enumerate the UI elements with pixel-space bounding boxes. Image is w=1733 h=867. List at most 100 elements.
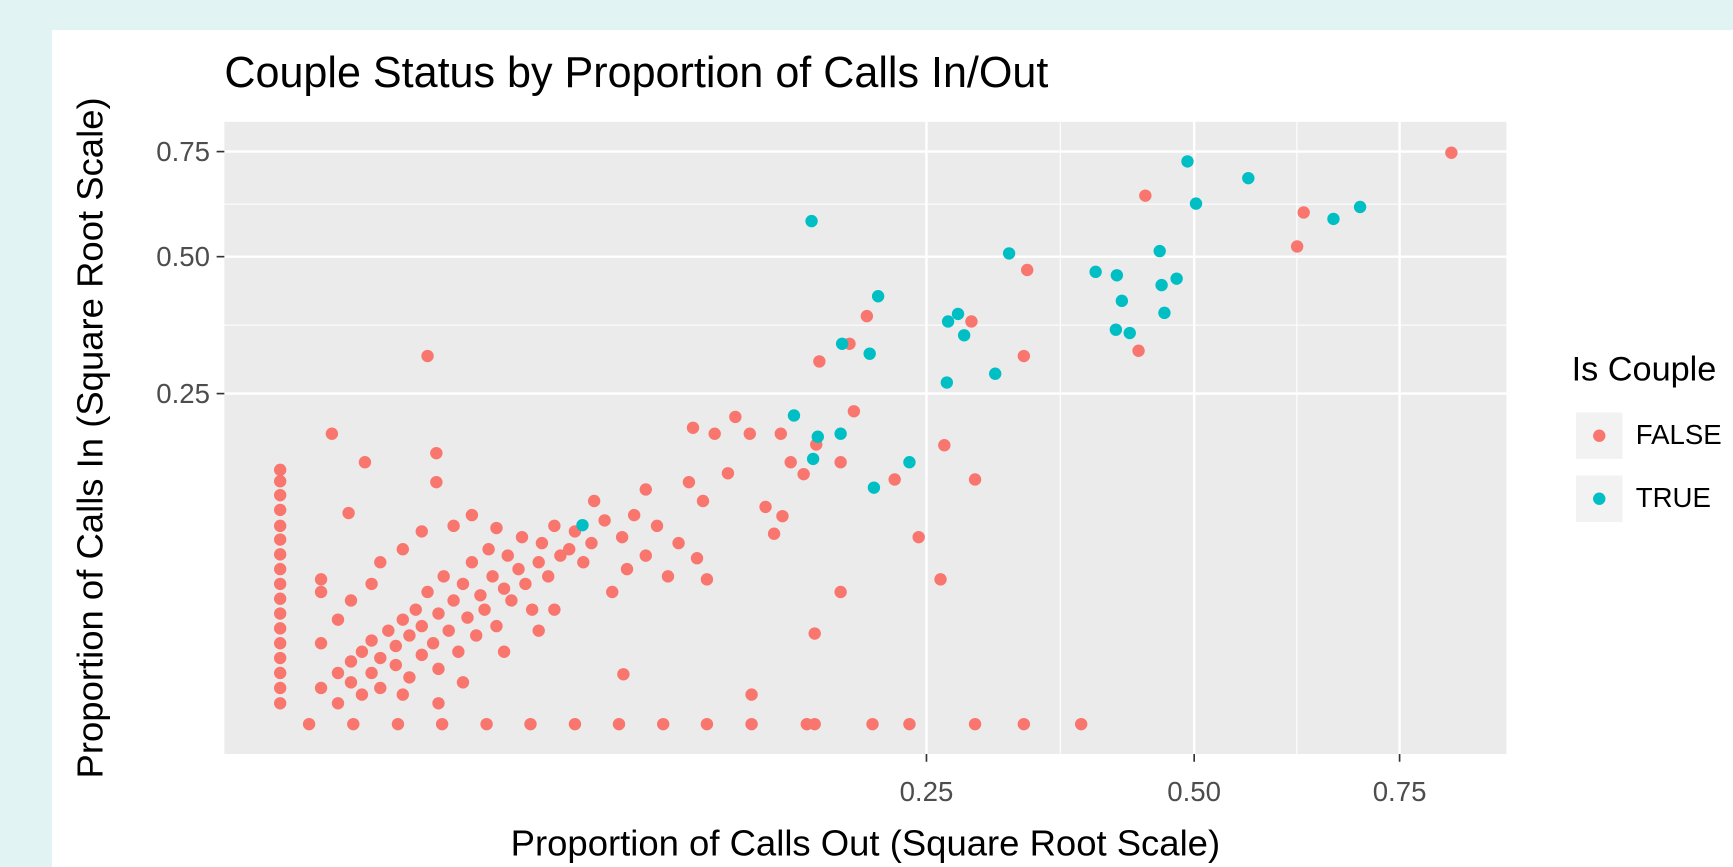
point [1139,189,1152,202]
point [456,676,470,689]
point [968,717,982,731]
chart-title: Couple Status by Proportion of Calls In/… [224,49,1048,97]
point [934,573,947,586]
point [273,463,287,477]
point [365,666,378,680]
point [273,681,287,695]
y-tick-label: 0.25 [156,378,210,409]
points [273,146,1458,731]
point [813,355,826,368]
plot-panel [224,121,1507,755]
point [965,315,978,328]
point [661,570,675,583]
point [686,421,700,434]
point [656,717,670,731]
point [548,603,561,616]
point [396,688,409,701]
point [325,427,339,440]
y-tick-label: 0.75 [156,136,210,167]
point [525,603,539,616]
point [682,475,696,489]
point [615,530,629,544]
point [1002,247,1016,260]
x-axis-title: Proportion of Calls Out (Square Root Sca… [511,822,1220,863]
point [903,717,916,731]
y-tick-label: 0.50 [156,241,210,272]
point [314,681,328,695]
point [1290,240,1304,253]
point [834,456,847,469]
point [776,509,789,523]
point [331,697,345,710]
point [548,519,561,533]
legend-marker [1593,429,1606,442]
x-tick-label: 0.25 [900,776,954,807]
point [888,473,901,486]
legend-label: TRUE [1636,482,1711,513]
point [465,556,479,569]
y-axis-title: Proportion of Calls In (Square Root Scal… [69,97,110,778]
point [585,536,598,550]
point [465,508,479,522]
point [470,629,483,642]
point [617,668,630,681]
point [447,594,460,607]
point [650,519,664,533]
point [577,556,590,569]
point [442,624,455,637]
point [1242,171,1255,185]
point [314,637,328,650]
point [708,427,721,440]
point [805,214,818,228]
point [903,456,916,469]
point [389,658,402,672]
point [456,577,470,591]
point [501,549,514,562]
point [512,562,525,576]
point [515,530,529,544]
point [273,519,287,533]
point [871,290,885,303]
point [273,548,287,561]
point [331,666,345,680]
point [808,717,821,731]
point [273,488,287,502]
point [273,666,287,680]
point [355,645,369,658]
point [314,585,328,599]
point [721,467,735,480]
point [1189,197,1203,210]
point [273,503,287,517]
point [273,651,287,665]
point [396,543,409,556]
point [273,607,287,620]
point [847,405,861,418]
point [957,329,971,342]
point [415,525,428,538]
point [860,309,874,323]
point [1181,155,1194,168]
point [273,533,287,546]
point [432,662,445,676]
point [563,543,576,556]
point [461,611,474,624]
point [365,634,378,647]
point [767,527,781,540]
point [598,514,611,527]
point [941,315,955,328]
point [863,347,876,360]
point [497,645,511,658]
point [968,473,982,486]
point [620,562,634,576]
point [344,676,358,689]
point [940,376,954,389]
point [389,639,402,653]
point [576,518,589,532]
point [480,717,493,731]
point [421,585,434,599]
point [374,681,387,695]
point [639,549,652,562]
point [403,671,416,684]
point [1445,146,1458,159]
